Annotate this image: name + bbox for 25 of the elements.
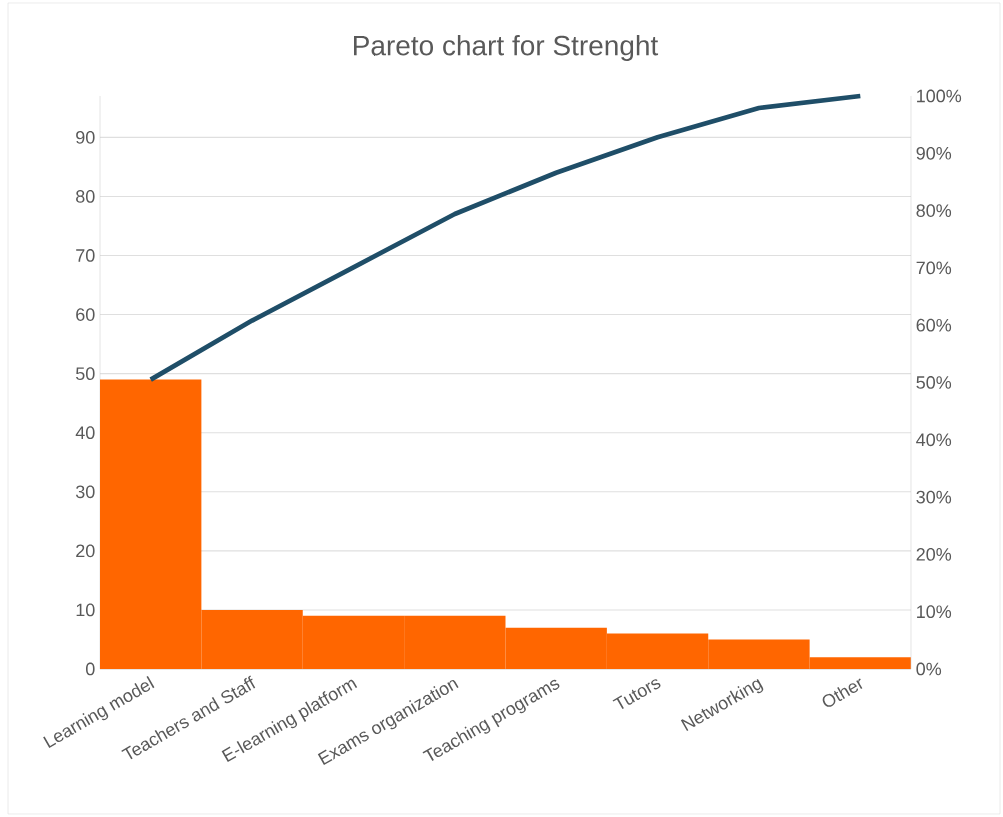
y2-tick-label: 90% <box>916 146 952 160</box>
y-tick-label: 70 <box>76 249 95 262</box>
y2-tick-label: 30% <box>916 490 952 504</box>
y-tick-label: 30 <box>75 485 95 499</box>
y-tick-label: 0 <box>86 662 95 676</box>
y2-tick-label: 40% <box>916 433 952 447</box>
y-tick-label: 50 <box>75 367 95 380</box>
y-tick-label: 80 <box>76 190 95 203</box>
chart-title: Pareto chart for Strenght <box>354 34 659 62</box>
line-series <box>148 93 863 382</box>
y2-tick-label: 80% <box>916 204 952 217</box>
y-tick-label: 40 <box>75 426 95 440</box>
y2-tick-label: 60% <box>916 318 952 332</box>
y2-tick-label: 50% <box>916 376 952 389</box>
x-tick-label: Other <box>822 678 863 707</box>
y2-tick-label: 0% <box>916 662 942 676</box>
y-tick-label: 60 <box>76 308 95 321</box>
y2-tick-label: 100% <box>917 89 962 103</box>
y2-tick-label: 70% <box>916 261 952 275</box>
x-tick-label: Tutors <box>612 679 661 709</box>
y2-tick-label: 20% <box>916 548 952 561</box>
y-tick-label: 10 <box>76 603 95 617</box>
y-tick-label: 20 <box>76 544 95 558</box>
y2-tick-label: 10% <box>917 605 952 619</box>
y-tick-label: 90 <box>76 130 95 144</box>
